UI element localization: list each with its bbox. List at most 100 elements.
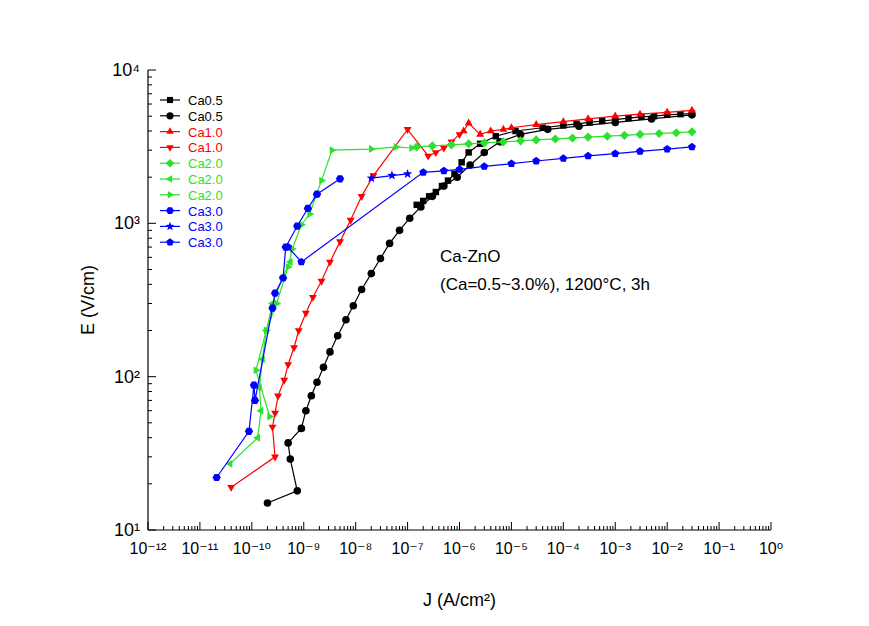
legend-label: Ca0.5 [188, 109, 223, 124]
data-point [386, 240, 394, 248]
minor-tick [399, 526, 400, 530]
minor-tick [246, 526, 247, 530]
data-point [284, 243, 292, 251]
minor-tick [396, 526, 397, 530]
minor-tick [578, 526, 579, 530]
minor-tick [288, 526, 289, 530]
minor-tick [703, 526, 704, 530]
legend-label: Ca0.5 [188, 93, 223, 108]
minor-tick [542, 526, 543, 530]
minor-tick [328, 526, 329, 530]
data-point [267, 413, 274, 421]
minor-tick [148, 383, 152, 384]
minor-tick [682, 526, 683, 530]
series-line [256, 147, 412, 417]
minor-tick [646, 526, 647, 530]
data-point [326, 348, 334, 356]
data-point [280, 378, 288, 385]
minor-tick [148, 84, 152, 85]
minor-tick [148, 77, 152, 78]
minor-tick [148, 177, 152, 178]
minor-tick [698, 526, 699, 530]
legend-label: Ca3.0 [188, 204, 223, 219]
data-point [620, 131, 629, 140]
minor-tick [755, 526, 756, 530]
data-point [377, 255, 385, 263]
minor-tick [148, 330, 152, 331]
data-point [284, 439, 292, 447]
minor-tick [148, 437, 152, 438]
series [412, 127, 696, 151]
minor-tick [148, 303, 152, 304]
data-point [432, 150, 440, 157]
minor-tick [506, 526, 507, 530]
legend-label: Ca3.0 [188, 235, 223, 250]
data-point [358, 286, 366, 294]
x-tick [199, 522, 200, 530]
legend-marker [166, 112, 173, 119]
series [264, 111, 696, 507]
data-point [663, 108, 671, 115]
data-point [559, 117, 567, 124]
data-point [655, 129, 664, 138]
data-point [568, 133, 577, 142]
minor-tick [662, 526, 663, 530]
data-point [532, 120, 540, 127]
data-point [447, 140, 456, 149]
legend-marker [166, 175, 172, 182]
data-point [319, 177, 326, 185]
data-point [268, 304, 276, 311]
data-point [584, 133, 593, 142]
series [367, 169, 413, 182]
data-point [302, 407, 310, 415]
minor-tick [344, 526, 345, 530]
data-point [611, 149, 619, 157]
minor-tick [179, 526, 180, 530]
annotations: Ca-ZnO(Ca=0.5~3.0%), 1200°C, 3h [440, 247, 650, 294]
minor-tick [547, 526, 548, 530]
minor-tick [335, 526, 336, 530]
data-point [635, 130, 644, 139]
data-point [487, 126, 495, 133]
x-tick-label: 10⁻⁸ [339, 540, 372, 557]
minor-tick [659, 526, 660, 530]
data-point [271, 290, 279, 297]
minor-tick [457, 526, 458, 530]
minor-tick [451, 526, 452, 530]
y-tick-label: 10² [114, 367, 140, 387]
minor-tick [184, 526, 185, 530]
data-point [286, 455, 294, 463]
data-point [290, 345, 298, 352]
x-tick-label: 10⁻¹¹ [181, 540, 218, 557]
minor-tick [484, 526, 485, 530]
minor-tick [188, 526, 189, 530]
x-tick-label: 10⁻⁹ [287, 540, 320, 557]
minor-tick [172, 526, 173, 530]
data-point [440, 146, 448, 153]
x-tick-label: 10⁻¹⁰ [233, 540, 271, 557]
minor-tick [236, 526, 237, 530]
minor-tick [353, 526, 354, 530]
minor-tick [454, 526, 455, 530]
data-point [493, 133, 499, 139]
minor-tick [551, 526, 552, 530]
minor-tick [163, 526, 164, 530]
legend-marker [166, 127, 173, 133]
data-point [304, 205, 312, 212]
minor-tick [707, 526, 708, 530]
minor-tick [447, 526, 448, 530]
minor-tick [509, 526, 510, 530]
data-point [648, 115, 656, 123]
minor-tick [714, 526, 715, 530]
data-point [419, 168, 427, 176]
minor-tick [768, 526, 769, 530]
x-tick [407, 522, 408, 530]
data-point [499, 125, 507, 132]
minor-tick [560, 526, 561, 530]
data-point [254, 366, 261, 374]
data-point [336, 239, 344, 246]
data-point [584, 152, 592, 160]
legend-label: Ca2.0 [188, 188, 223, 203]
minor-tick [148, 104, 152, 105]
minor-tick [283, 526, 284, 530]
